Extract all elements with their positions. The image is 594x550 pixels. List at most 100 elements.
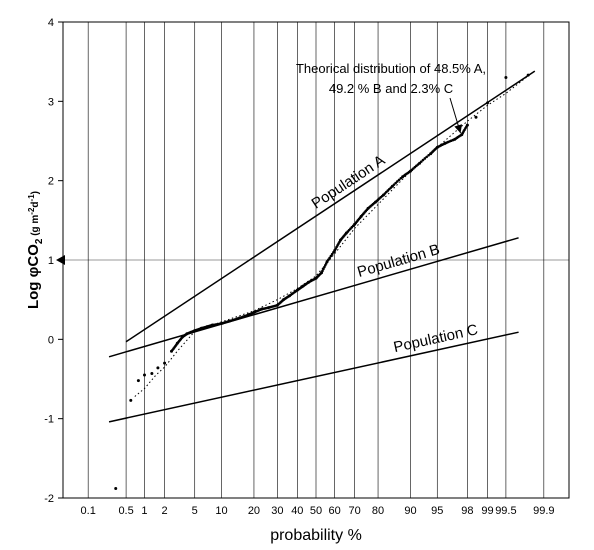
- data-point: [324, 262, 328, 265]
- y-tick-labels: -2 -1 0 1 2 3 4: [44, 17, 63, 505]
- x-tick-labels: 0.1 0.5 1 2 5 10 20 30 40 50 60 70 80 90 95 98 99 99.5 99.…: [81, 505, 555, 517]
- x-tick-label: 99.5: [495, 505, 516, 517]
- data-point: [372, 201, 376, 205]
- data-point: [416, 163, 420, 166]
- x-tick-label: 99: [481, 505, 493, 517]
- data-point: [313, 277, 317, 281]
- data-point: [442, 142, 445, 146]
- data-point: [180, 336, 183, 340]
- data-point: [199, 327, 202, 330]
- data-point: [358, 216, 362, 219]
- population-line: [125, 70, 536, 343]
- x-tick-label: 60: [329, 505, 341, 517]
- data-point: [419, 160, 423, 163]
- y-tick-label: 4: [48, 17, 54, 29]
- x-tick-label: 30: [271, 505, 283, 517]
- y-tick-label: 0: [48, 334, 54, 346]
- data-point: [423, 157, 427, 160]
- x-tick-label: 40: [291, 505, 303, 517]
- data-point: [129, 398, 133, 402]
- data-point: [236, 317, 240, 320]
- y-marker-group: [56, 255, 569, 265]
- x-tick-label: 10: [215, 505, 227, 517]
- x-tick-label: 50: [310, 505, 322, 517]
- data-point: [392, 183, 396, 186]
- data-point: [526, 73, 530, 77]
- data-point: [396, 180, 399, 183]
- x-tick-label: 90: [404, 505, 416, 517]
- x-tick-label: 80: [372, 505, 384, 517]
- x-tick-label: 20: [248, 505, 260, 517]
- x-tick-label: 5: [192, 505, 198, 517]
- y-axis-title: Log φCO2 (g m-2d-1): [25, 191, 45, 309]
- annotation-arrowhead: [454, 124, 463, 134]
- data-point: [351, 224, 355, 228]
- data-point: [407, 170, 411, 174]
- data-point: [394, 181, 397, 185]
- data-point: [327, 258, 330, 262]
- x-tick-label: 70: [349, 505, 361, 517]
- data-point: [486, 101, 490, 105]
- population-line: [108, 331, 519, 423]
- x-tick-label: 95: [431, 505, 443, 517]
- data-point: [306, 281, 309, 285]
- data-point: [251, 311, 255, 315]
- data-point: [425, 155, 428, 159]
- y-tick-label: 3: [48, 96, 54, 108]
- data-point: [300, 285, 304, 289]
- data-point: [338, 240, 341, 244]
- data-point: [245, 313, 249, 317]
- data-point: [474, 115, 478, 119]
- data-point: [504, 76, 508, 80]
- data-point: [281, 299, 284, 302]
- data-point: [459, 134, 462, 137]
- population-line: [108, 237, 519, 358]
- data-point: [344, 232, 347, 236]
- y-tick-label: 2: [48, 176, 54, 188]
- data-point: [421, 158, 425, 162]
- data-point: [434, 147, 438, 150]
- data-point: [451, 138, 455, 142]
- data-point: [389, 186, 393, 189]
- x-axis-title: probability %: [270, 527, 362, 544]
- data-point: [114, 486, 118, 490]
- population-label: Population A: [309, 152, 389, 213]
- data-point: [332, 251, 335, 254]
- data-point: [266, 306, 269, 310]
- data-point: [274, 304, 278, 307]
- data-point: [175, 343, 178, 346]
- data-point: [163, 361, 167, 365]
- data-point: [399, 176, 403, 180]
- data-point: [365, 208, 369, 212]
- y-tick-label: -1: [44, 414, 54, 426]
- data-point: [330, 252, 334, 256]
- data-point: [226, 320, 230, 323]
- data-point: [329, 254, 333, 258]
- x-tick-label: 0.1: [81, 505, 96, 517]
- data-point: [294, 289, 298, 293]
- data-point: [465, 125, 468, 129]
- data-point: [259, 308, 262, 312]
- population-label: Population B: [355, 241, 441, 281]
- y-tick-label: -2: [44, 493, 54, 505]
- data-point: [319, 272, 322, 275]
- x-tick-label: 98: [461, 505, 473, 517]
- data-point: [328, 256, 331, 260]
- data-point: [380, 194, 384, 198]
- annotation-line-2: 49.2 % B and 2.3% C: [329, 81, 453, 96]
- data-point: [142, 373, 146, 377]
- annotation-line-1: Theorical distribution of 48.5% A,: [296, 61, 486, 76]
- data-point: [210, 324, 213, 327]
- x-tick-label: 99.9: [533, 505, 554, 517]
- x-tick-label: 2: [162, 505, 168, 517]
- data-point: [218, 322, 222, 326]
- data-point: [287, 295, 290, 298]
- data-point: [156, 366, 160, 370]
- data-point: [136, 379, 140, 383]
- x-tick-label: 0.5: [118, 505, 133, 517]
- data-point: [427, 153, 430, 157]
- x-tick-label: 1: [141, 505, 147, 517]
- series-layer: [108, 70, 536, 490]
